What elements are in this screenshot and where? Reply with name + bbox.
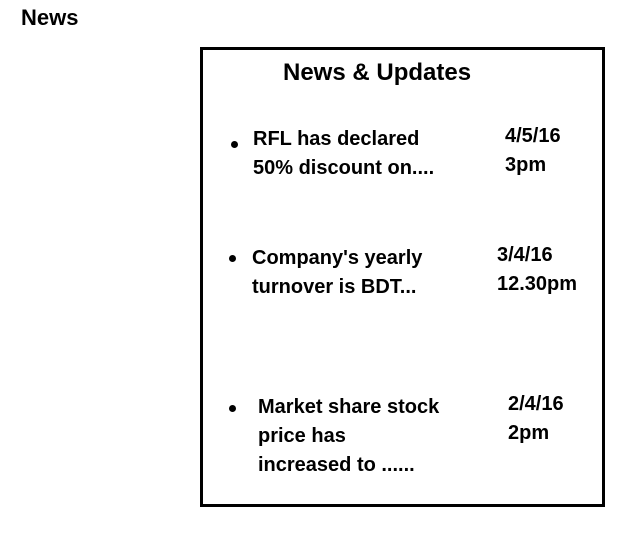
bullet-icon bbox=[231, 141, 238, 148]
page-title: News bbox=[21, 5, 79, 30]
news-date: 3/4/16 bbox=[497, 244, 553, 266]
news-timestamp: 2/4/16 2pm bbox=[508, 390, 564, 448]
news-time: 12.30pm bbox=[497, 273, 578, 295]
news-time: 3pm bbox=[505, 154, 547, 176]
news-timestamp: 4/5/16 3pm bbox=[505, 122, 561, 180]
bullet-icon bbox=[229, 255, 236, 262]
panel-title: News & Updates bbox=[283, 59, 472, 86]
news-date: 2/4/16 bbox=[508, 393, 564, 415]
news-time: 2pm bbox=[508, 422, 550, 444]
news-date: 4/5/16 bbox=[505, 125, 561, 147]
news-headline[interactable]: RFL has declared 50% discount on.... bbox=[253, 128, 435, 179]
news-timestamp: 3/4/16 12.30pm bbox=[497, 241, 577, 299]
news-headline[interactable]: Company's yearly turnover is BDT... bbox=[252, 247, 423, 298]
bullet-icon bbox=[229, 405, 236, 412]
news-headline[interactable]: Market share stock price has increased t… bbox=[258, 396, 440, 476]
news-updates-panel: News & Updates RFL has declared 50% disc… bbox=[200, 47, 605, 507]
